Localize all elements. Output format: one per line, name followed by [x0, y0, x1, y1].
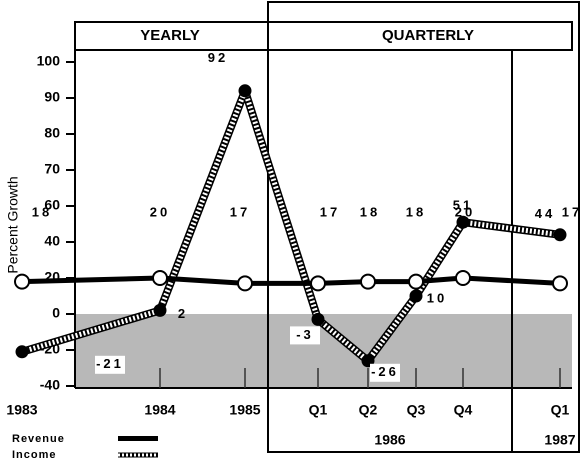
y-tick-label: 90 — [44, 89, 60, 105]
y-tick-label: 70 — [44, 161, 60, 177]
income-point — [456, 215, 470, 229]
label-box — [370, 363, 400, 382]
income-point — [153, 303, 167, 317]
x-tick-label: Q4 — [454, 402, 473, 418]
revenue-point — [360, 273, 376, 290]
quarterly-frame — [267, 1, 580, 453]
x-tick-label: Q2 — [359, 402, 378, 418]
revenue-point — [14, 273, 30, 290]
y-tick-label: 60 — [44, 197, 60, 213]
y-tick-label: 100 — [37, 53, 61, 69]
group-label: 1986 — [374, 432, 405, 448]
x-tick-label: 1984 — [144, 402, 175, 418]
data-label: 17 — [320, 204, 340, 219]
x-tick-label: 1983 — [6, 402, 37, 418]
panel-label: YEARLY — [140, 27, 199, 44]
y-axis-label: Percent Growth — [5, 176, 21, 273]
data-label: 44 — [535, 206, 555, 221]
x-tick-label: Q3 — [407, 402, 426, 418]
y-tick-label: 40 — [44, 233, 60, 249]
data-label: 17 — [562, 204, 582, 219]
data-label: 51 — [453, 198, 473, 213]
income-point — [311, 312, 325, 326]
data-label: 20 — [455, 204, 475, 219]
y-tick-label: 80 — [44, 125, 60, 141]
revenue-line — [21, 275, 561, 286]
legend-label: Income — [12, 449, 57, 461]
income-point — [409, 289, 423, 303]
data-label: 17 — [230, 204, 250, 219]
data-label: 20 — [150, 204, 170, 219]
group-label: 1987 — [544, 432, 575, 448]
data-label: 92 — [208, 50, 228, 65]
panel-header — [74, 21, 573, 51]
data-label: -3 — [296, 327, 314, 342]
label-box — [290, 326, 320, 345]
legend-swatch — [118, 436, 158, 441]
data-label: 10 — [427, 290, 447, 305]
data-label: -26 — [371, 364, 399, 379]
x-tick-label: 1985 — [229, 402, 260, 418]
revenue-point — [408, 273, 424, 290]
x-tick-label: Q1 — [551, 402, 570, 418]
revenue-point — [552, 275, 568, 292]
panel-label: QUARTERLY — [382, 27, 474, 44]
revenue-point — [455, 270, 471, 286]
data-label: 18 — [360, 204, 380, 219]
income-point — [553, 228, 567, 242]
legend-label: Revenue — [12, 433, 65, 445]
revenue-point — [237, 275, 253, 292]
income-line-hatch — [21, 83, 561, 365]
data-label: -21 — [96, 356, 124, 371]
income-point — [15, 345, 29, 359]
income-point — [238, 84, 252, 98]
label-box — [95, 355, 125, 374]
y-tick-label: -40 — [40, 377, 60, 393]
data-label: 18 — [32, 204, 52, 219]
data-label: 18 — [406, 204, 426, 219]
revenue-point — [310, 275, 326, 292]
data-label: 2 — [178, 306, 188, 321]
y-tick-label: 0 — [52, 305, 60, 321]
x-tick-label: Q1 — [309, 402, 328, 418]
revenue-point — [152, 270, 168, 286]
